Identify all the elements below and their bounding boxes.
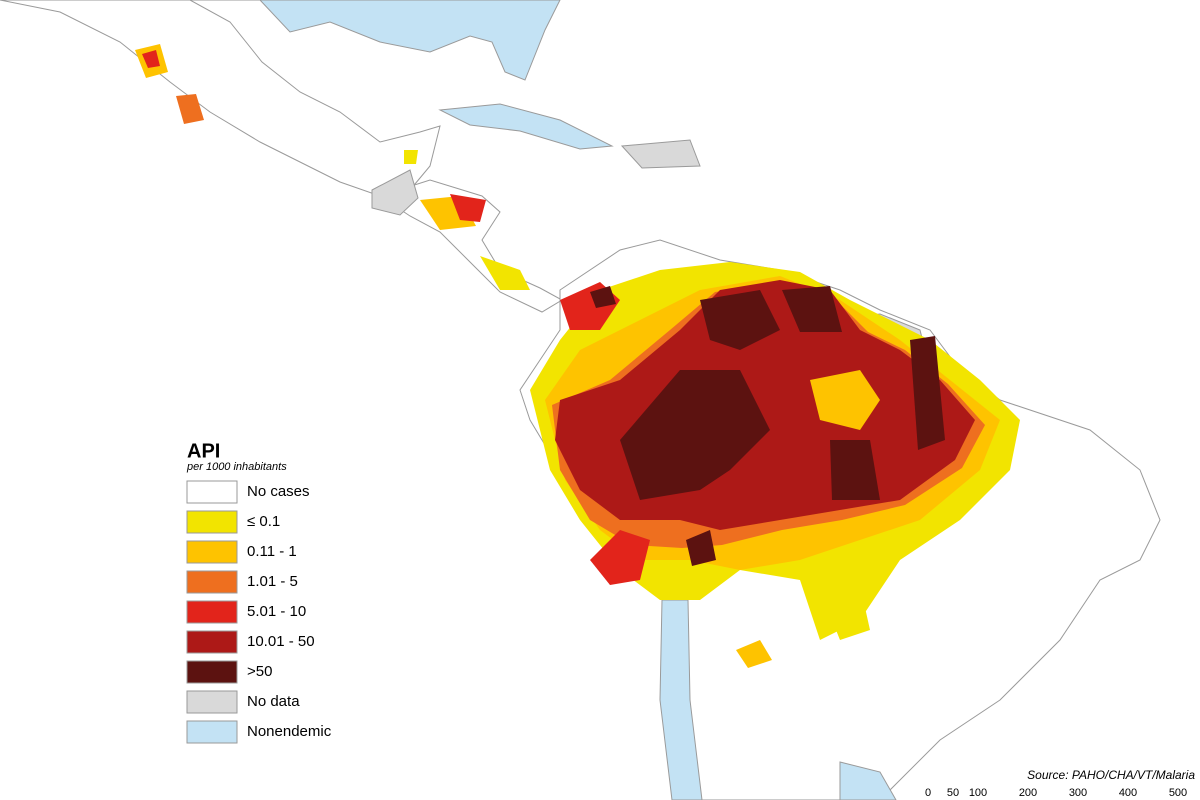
scale-label: 500	[1169, 787, 1187, 799]
zone	[142, 50, 160, 68]
scale-bar: 0 50 100 200 300 400 500	[925, 787, 1187, 799]
legend: No cases ≤ 0.1 0.11 - 1 1.01 - 5 5.01 - 10 10…	[186, 480, 332, 744]
legend-title: API	[187, 440, 220, 462]
legend-label: >50	[247, 663, 272, 680]
zone	[810, 370, 880, 430]
legend-swatch	[186, 690, 238, 714]
legend-label: 5.01 - 10	[247, 603, 306, 620]
legend-swatch	[186, 540, 238, 564]
legend-swatch	[186, 510, 238, 534]
zone	[820, 585, 870, 640]
legend-label: 1.01 - 5	[247, 573, 298, 590]
legend-swatch	[186, 720, 238, 744]
south-nonendemic	[839, 761, 897, 800]
legend-swatch	[186, 630, 238, 654]
legend-subtitle: per 1000 inhabitants	[186, 461, 287, 473]
zone	[176, 94, 204, 124]
legend-label: Nonendemic	[247, 723, 332, 740]
zone	[700, 290, 780, 350]
zone	[686, 530, 716, 566]
zone	[736, 640, 772, 668]
scale-label: 100	[969, 787, 987, 799]
zone	[480, 256, 530, 290]
mexico	[0, 0, 441, 197]
scale-label: 200	[1019, 787, 1037, 799]
legend-swatch	[186, 480, 238, 504]
legend-label: 10.01 - 50	[247, 633, 315, 650]
scale-label: 400	[1119, 787, 1137, 799]
legend-label: No data	[247, 693, 300, 710]
scale-label: 300	[1069, 787, 1087, 799]
legend-swatch	[186, 660, 238, 684]
zone	[830, 440, 880, 500]
legend-swatch	[186, 600, 238, 624]
zone	[910, 336, 945, 450]
source: Source: PAHO/CHA/VT/Malaria	[1027, 768, 1195, 782]
legend-label: No cases	[247, 483, 310, 500]
scale-label: 0	[925, 787, 931, 799]
zone	[782, 286, 842, 332]
usa	[190, 0, 561, 81]
legend-label: ≤ 0.1	[247, 513, 280, 530]
zone	[404, 150, 418, 164]
cuba	[438, 103, 614, 150]
zone	[590, 530, 650, 585]
zone	[590, 286, 616, 308]
legend-label: 0.11 - 1	[247, 543, 297, 560]
hispaniola	[620, 139, 701, 169]
zone	[620, 370, 770, 500]
scale-label: 50	[947, 787, 959, 799]
legend-swatch	[186, 570, 238, 594]
zone	[450, 194, 486, 222]
guatemala	[371, 169, 419, 216]
